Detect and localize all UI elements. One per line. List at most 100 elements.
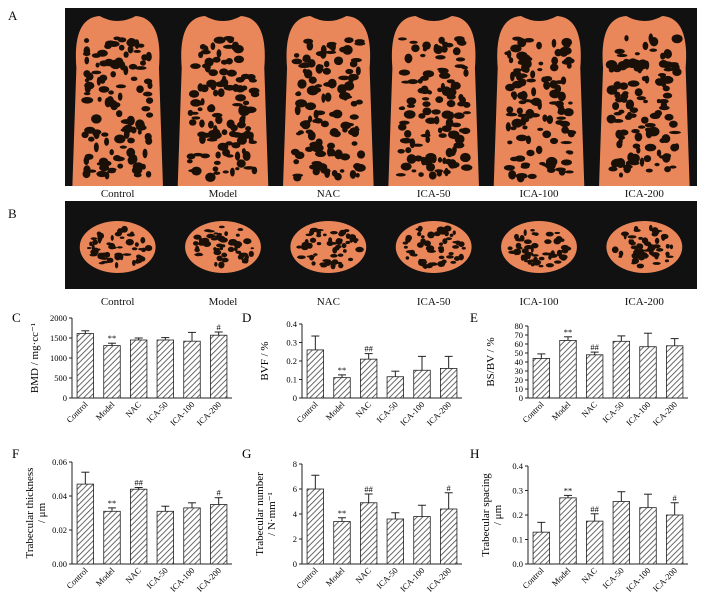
- x-tick-label: NAC: [123, 399, 143, 419]
- bar-ica-50: [156, 339, 174, 399]
- x-tick-label: ICA-50: [144, 565, 169, 590]
- y-axis-label: BVF / %: [259, 341, 271, 380]
- x-tick-label: Control: [294, 565, 320, 591]
- x-tick-label: Control: [64, 399, 90, 425]
- y-axis-label: Trabecular thickness/ μm: [24, 468, 48, 559]
- bar-model: [333, 521, 351, 565]
- y-tick-label: 8: [293, 459, 297, 469]
- y-tick-label: 60: [515, 339, 524, 349]
- bar-nac: [129, 339, 148, 399]
- x-tick-label: ICA-50: [600, 399, 625, 424]
- y-tick-label: 0.4: [512, 461, 523, 471]
- x-tick-label: NAC: [579, 399, 599, 419]
- significance-mark: **: [564, 327, 573, 337]
- bar-ica-50: [386, 518, 405, 565]
- y-tick-label: 80: [515, 321, 524, 331]
- bar-ica-50: [386, 376, 405, 399]
- y-tick-label: 0: [519, 393, 523, 403]
- group-label-ica-100: ICA-100: [519, 296, 559, 308]
- longitudinal-bone-sections: [72, 16, 690, 186]
- bar-control: [306, 349, 325, 399]
- group-label-ica-200: ICA-200: [624, 188, 664, 200]
- group-label-model: Model: [208, 188, 238, 200]
- x-tick-label: ICA-50: [144, 399, 169, 424]
- bone-longitudinal-ica-200: [599, 16, 690, 186]
- y-tick-label: 30: [515, 366, 524, 376]
- bar-ica-200: [209, 504, 228, 565]
- x-tick-label: NAC: [353, 565, 373, 585]
- group-label-ica-200: ICA-200: [624, 296, 664, 308]
- y-tick-label: 0: [293, 559, 297, 569]
- y-axis-label: Trabecular spacing/ μm: [480, 473, 504, 557]
- y-tick-label: 0: [293, 393, 297, 403]
- x-tick-label: ICA-100: [624, 565, 652, 593]
- x-tick-label: Control: [520, 565, 546, 591]
- group-label-model: Model: [208, 296, 238, 308]
- bone-longitudinal-control: [72, 16, 163, 186]
- transverse-bone-sections: [79, 221, 683, 273]
- y-axis-label: Trabecular number/ N·mm⁻¹: [254, 472, 278, 556]
- x-tick-label: ICA-200: [651, 399, 679, 427]
- panel-b-letter: B: [8, 206, 17, 221]
- bone-transverse-nac: [290, 221, 367, 273]
- y-tick-label: 2: [293, 534, 297, 544]
- significance-mark: ##: [590, 342, 599, 352]
- x-tick-label: ICA-200: [195, 399, 223, 427]
- significance-mark: **: [564, 485, 573, 495]
- bar-control: [306, 488, 325, 565]
- bar-ica-200: [666, 345, 684, 399]
- bar-ica-50: [612, 340, 630, 399]
- y-axis-label: BS/BV / %: [485, 337, 497, 386]
- x-tick-label: NAC: [579, 565, 599, 585]
- x-tick-label: Model: [550, 565, 573, 588]
- y-tick-label: 0.02: [52, 525, 67, 535]
- chart-f: F 0.00 0.02 0.04 0.06 Trabecular thickness/ μ…: [12, 446, 232, 594]
- significance-mark: ##: [590, 504, 599, 514]
- bone-transverse-control: [79, 221, 156, 273]
- y-tick-label: 1500: [50, 333, 67, 343]
- bar-ica-50: [156, 510, 174, 565]
- x-tick-label: ICA-100: [398, 565, 426, 593]
- bar-model: [559, 339, 577, 399]
- bar-ica-100: [413, 516, 431, 565]
- bar-nac: [586, 354, 604, 399]
- bone-transverse-ica-200: [606, 221, 683, 273]
- group-label-nac: NAC: [316, 188, 340, 200]
- significance-mark: **: [108, 498, 117, 508]
- bar-ica-200: [439, 508, 458, 565]
- bone-transverse-ica-100: [501, 221, 577, 273]
- bar-ica-50: [612, 501, 630, 565]
- group-label-ica-50: ICA-50: [416, 296, 451, 308]
- bone-longitudinal-model: [177, 16, 269, 186]
- group-label-ica-50: ICA-50: [416, 188, 451, 200]
- x-tick-label: Control: [520, 399, 546, 425]
- bar-model: [103, 345, 121, 399]
- bar-nac: [359, 502, 378, 565]
- y-tick-label: 40: [515, 357, 524, 367]
- y-tick-label: 0.04: [52, 491, 68, 501]
- bar-ica-100: [639, 507, 657, 565]
- significance-mark: #: [673, 493, 678, 503]
- x-tick-label: NAC: [123, 565, 143, 585]
- x-tick-label: ICA-100: [168, 565, 196, 593]
- y-tick-label: 50: [515, 348, 524, 358]
- x-tick-label: ICA-50: [374, 399, 399, 424]
- group-label-ica-100: ICA-100: [519, 188, 559, 200]
- chart-c: C 0 500 1000 1500 2000 BMD / mg·cc⁻¹ Control ** M…: [12, 310, 232, 428]
- panel-letter-f: F: [12, 446, 19, 461]
- y-tick-label: 0.3: [512, 486, 523, 496]
- y-tick-label: 0.0: [512, 559, 523, 569]
- y-tick-label: 6: [293, 484, 297, 494]
- bar-control: [76, 483, 94, 565]
- panel-a-letter: A: [8, 8, 18, 23]
- bar-ica-100: [413, 369, 431, 399]
- panel-letter-d: D: [242, 310, 251, 325]
- x-tick-label: ICA-200: [651, 565, 679, 593]
- bone-longitudinal-ica-50: [388, 16, 479, 186]
- y-tick-label: 0.3: [286, 338, 297, 348]
- y-tick-label: 2000: [50, 313, 67, 323]
- bone-transverse-model: [185, 221, 261, 273]
- x-tick-label: ICA-200: [195, 565, 223, 593]
